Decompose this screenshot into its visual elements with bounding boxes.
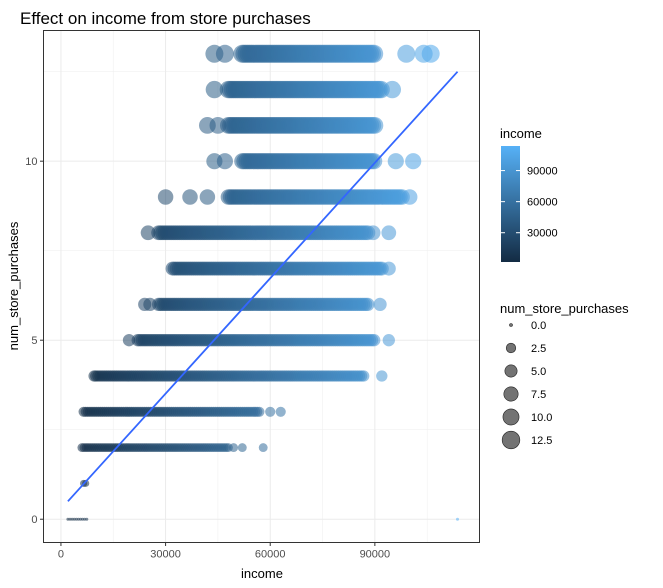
size-legend-label: 0.0 [531, 320, 546, 332]
data-point [421, 44, 440, 63]
data-point [74, 517, 78, 521]
data-point [361, 297, 375, 311]
y-axis-title: num_store_purchases [6, 221, 21, 350]
size-legend-label: 7.5 [531, 389, 546, 401]
data-point [157, 189, 174, 205]
color-legend-bar [501, 146, 520, 262]
data-point [456, 517, 459, 521]
x-axis-title: income [241, 566, 283, 581]
data-point [66, 517, 70, 521]
data-point [401, 189, 418, 205]
plot-border [43, 30, 480, 543]
data-point [143, 297, 157, 311]
data-point [81, 517, 85, 521]
size-legend: num_store_purchases 0.0 2.5 5.0 7.5 10.0 12.5 [500, 301, 629, 450]
plot-panel [43, 30, 480, 543]
size-legend-key [503, 386, 519, 402]
data-point [275, 406, 286, 417]
size-legend-label: 12.5 [531, 435, 552, 447]
data-point [258, 443, 268, 453]
size-legend-label: 2.5 [531, 343, 546, 355]
data-point [229, 443, 239, 453]
y-tick-label: 5 [31, 335, 37, 347]
data-point [237, 443, 247, 453]
data-point [85, 517, 89, 521]
y-tick-label: 10 [25, 156, 37, 168]
size-legend-label: 5.0 [531, 366, 546, 378]
data-point [216, 153, 233, 170]
data-point [381, 225, 397, 241]
x-tick-label: 0 [58, 549, 64, 561]
color-legend-label: 60000 [527, 197, 558, 209]
data-point [72, 517, 76, 521]
data-point [215, 44, 234, 63]
data-point [68, 517, 72, 521]
data-point [368, 334, 381, 347]
y-tick-label: 0 [31, 514, 37, 526]
data-point [376, 370, 388, 382]
y-axis-ticks: 0 5 10 [25, 156, 44, 526]
data-point [387, 153, 404, 170]
color-legend: income 30000 60000 90000 [500, 126, 558, 262]
data-point [254, 406, 265, 417]
data-point [265, 406, 276, 417]
data-point [199, 189, 216, 205]
data-point [405, 153, 422, 170]
data-point [182, 189, 198, 205]
size-legend-key [509, 323, 513, 327]
data-point [397, 44, 416, 63]
data-point [79, 517, 82, 521]
size-legend-key [502, 408, 520, 426]
data-point [140, 225, 156, 241]
data-point [205, 80, 224, 99]
data-point [83, 517, 87, 521]
size-legend-key [501, 430, 521, 450]
data-point [365, 44, 384, 63]
color-legend-label: 90000 [527, 166, 558, 178]
x-tick-label: 30000 [150, 549, 181, 561]
trend-line [67, 71, 459, 502]
size-legend-key [504, 364, 518, 378]
data-point [209, 117, 227, 134]
data-point [365, 225, 381, 241]
data-point [358, 370, 370, 382]
data-point [366, 153, 383, 170]
data-point [88, 370, 100, 382]
x-tick-label: 90000 [360, 549, 391, 561]
data-points [66, 44, 459, 521]
color-legend-title: income [500, 126, 542, 141]
size-legend-title: num_store_purchases [500, 301, 629, 316]
color-legend-label: 30000 [527, 228, 558, 240]
data-point [382, 334, 395, 347]
data-point [381, 261, 396, 276]
data-point [70, 517, 74, 521]
data-point [373, 297, 387, 311]
chart-title: Effect on income from store purchases [20, 9, 311, 28]
data-point [383, 80, 402, 99]
data-point [82, 479, 90, 487]
size-legend-key [505, 342, 517, 354]
data-point [76, 517, 80, 521]
trend-line-group [67, 71, 459, 502]
x-axis-ticks: 0 30000 60000 90000 [58, 542, 391, 561]
data-point [122, 334, 136, 347]
data-point [366, 117, 384, 134]
size-legend-label: 10.0 [531, 412, 552, 424]
x-tick-label: 60000 [255, 549, 286, 561]
